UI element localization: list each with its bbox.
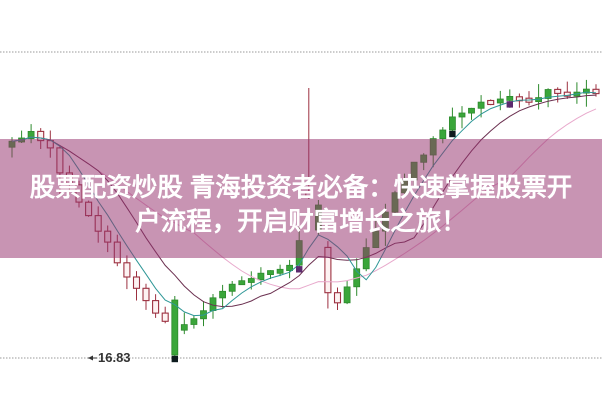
svg-text:16.83: 16.83 xyxy=(98,350,131,365)
